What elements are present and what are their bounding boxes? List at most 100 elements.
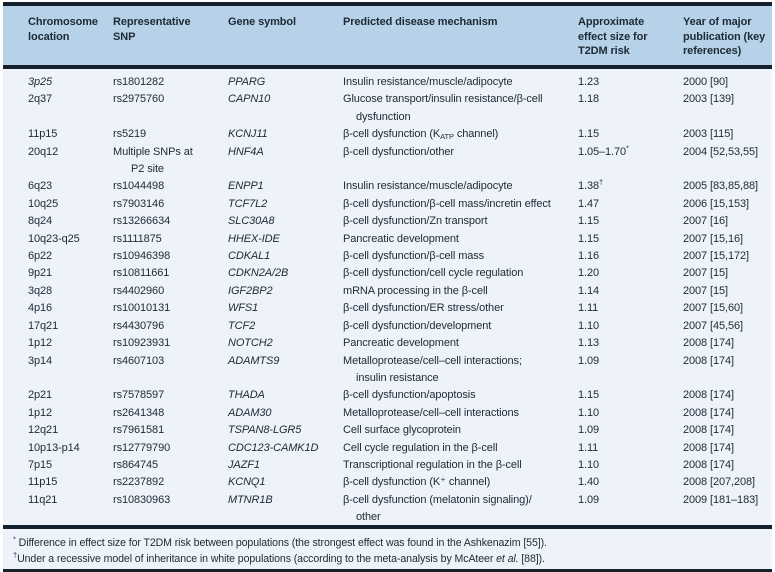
- gene-symbol-cell: JAZF1: [228, 458, 260, 471]
- chromosome-location-cell: 4p16: [28, 302, 53, 315]
- table-header-row: Chromosome location Representative SNP G…: [3, 6, 772, 65]
- table-row: 7p15 rs864745 JAZF1 Transcriptional regulat…: [3, 457, 772, 474]
- chromosome-location-cell: 1p12: [28, 337, 53, 350]
- mechanism-cell: β-cell dysfunction/β-cell mass: [343, 250, 485, 263]
- effect-size-cell: 1.11: [578, 302, 599, 315]
- footnote-dagger: †Under a recessive model of inheritance …: [13, 550, 545, 565]
- chromosome-location-cell: 11p15: [28, 128, 58, 141]
- mechanism-cell: Metalloprotease/cell–cell interactions: [343, 406, 519, 419]
- effect-size-cell: 1.15: [578, 128, 600, 141]
- mechanism-cell: β-cell dysfunction (KATP channel): [343, 128, 499, 142]
- table-row: 2p21 rs7578597 THADA β-cell dysfunction/apo…: [3, 387, 772, 404]
- gene-symbol-cell: KCNQ1: [228, 476, 266, 489]
- table-row: 10q23-q25 rs1111875 HHEX-IDE Pancreatic dev…: [3, 231, 772, 248]
- mechanism-cell: Cell cycle regulation in the β-cell: [343, 441, 498, 454]
- mechanism-cell: β-cell dysfunction (K⁺ channel): [343, 476, 491, 489]
- table-row: 12q21 rs7961581 TSPAN8-LGR5 Cell surface gl…: [3, 422, 772, 439]
- snp-cell: rs7961581: [113, 424, 165, 437]
- effect-size-cell: 1.14: [578, 284, 600, 297]
- snp-cell: rs1111875: [113, 232, 162, 245]
- gene-symbol-cell: ADAMTS9: [228, 354, 280, 367]
- footnotes: * Difference in effect size for T2DM ris…: [3, 529, 772, 569]
- mechanism-cell: β-cell dysfunction/other: [343, 145, 454, 158]
- gene-symbol-cell: CDKN2A/2B: [228, 267, 289, 280]
- effect-size-cell: 1.20: [578, 267, 600, 280]
- year-cell: 2007 [15,172]: [683, 250, 749, 263]
- gene-symbol-cell: TSPAN8-LGR5: [228, 424, 302, 437]
- effect-size-cell: 1.05–1.70*: [578, 142, 629, 158]
- mechanism-cell: Insulin resistance/muscle/adipocyte: [343, 180, 513, 193]
- effect-size-cell: 1.16: [578, 250, 600, 263]
- effect-size-cell: 1.15: [578, 389, 600, 402]
- table-row: 10q25 rs7903146 TCF7L2 β-cell dysfunction/β…: [3, 196, 772, 213]
- table-row: 11q21 rs10830963 MTNR1B β-cell dysfunction …: [3, 492, 772, 525]
- table-row: 9p21 rs10811661 CDKN2A/2B β-cell dysfunctio…: [3, 265, 772, 282]
- year-cell: 2008 [174]: [683, 441, 734, 454]
- year-cell: 2000 [90]: [683, 76, 728, 88]
- column-header-representative-snp: Representative SNP: [113, 16, 191, 43]
- gene-symbol-cell: TCF7L2: [228, 197, 268, 210]
- table-row: 4p16 rs10010131 WFS1 β-cell dysfunction/ER …: [3, 300, 772, 317]
- gene-symbol-cell: CAPN10: [228, 93, 271, 106]
- table-row: 1p12 rs10923931 NOTCH2 Pancreatic developme…: [3, 335, 772, 352]
- gene-symbol-cell: CDC123-CAMK1D: [228, 441, 319, 454]
- snp-cell: rs2641348: [113, 406, 165, 419]
- year-cell: 2004 [52,53,55]: [683, 145, 758, 158]
- effect-size-cell: 1.11: [578, 441, 599, 454]
- snp-cell: rs10830963: [113, 493, 171, 506]
- year-cell: 2007 [16]: [683, 215, 728, 228]
- column-header-disease-mechanism: Predicted disease mechanism: [343, 16, 498, 28]
- footnote-asterisk: * Difference in effect size for T2DM ris…: [13, 534, 547, 549]
- chromosome-location-cell: 3p25: [28, 76, 53, 88]
- year-cell: 2008 [174]: [683, 354, 734, 367]
- snp-cell: rs2975760: [113, 93, 165, 106]
- gene-symbol-cell: ADAM30: [228, 406, 272, 419]
- year-cell: 2005 [83,85,88]: [683, 180, 758, 193]
- snp-cell: rs4607103: [113, 354, 165, 367]
- mechanism-cell: Pancreatic development: [343, 232, 459, 245]
- chromosome-location-cell: 6p22: [28, 250, 53, 263]
- snp-cell: rs13266634: [113, 215, 171, 228]
- mechanism-cell: Metalloprotease/cell–cell interactions; i…: [343, 354, 522, 384]
- effect-size-cell: 1.09: [578, 424, 600, 437]
- snp-cell: rs10010131: [113, 302, 171, 315]
- table-row: 3p25 rs1801282 PPARG Insulin resistance/mus…: [3, 74, 772, 91]
- column-header-effect-size: Approximate effect size for T2DM risk: [578, 16, 648, 57]
- chromosome-location-cell: 6q23: [28, 180, 53, 193]
- table-row: 3p14 rs4607103 ADAMTS9 Metalloprotease/cell…: [3, 353, 772, 388]
- table-row: 10p13-p14 rs12779790 CDC123-CAMK1D Cell cyc…: [3, 440, 772, 457]
- snp-cell: rs864745: [113, 458, 159, 471]
- year-cell: 2007 [15,60]: [683, 302, 743, 315]
- chromosome-location-cell: 3p14: [28, 354, 53, 367]
- snp-cell: rs10923931: [113, 337, 171, 350]
- year-cell: 2007 [15,16]: [683, 232, 743, 245]
- snp-cell: rs1044498: [113, 180, 165, 193]
- mechanism-cell: β-cell dysfunction/Zn transport: [343, 215, 488, 228]
- table-row: 11p15 rs5219 KCNJ11 β-cell dysfunction (KAT…: [3, 126, 772, 143]
- gene-symbol-cell: HNF4A: [228, 145, 264, 158]
- snp-cell: rs7903146: [113, 197, 165, 210]
- year-cell: 2008 [174]: [683, 424, 734, 437]
- effect-size-cell: 1.40: [578, 476, 600, 489]
- mechanism-cell: Glucose transport/insulin resistance/β-c…: [343, 93, 543, 123]
- snp-cell: rs10811661: [113, 267, 170, 280]
- gene-symbol-cell: CDKAL1: [228, 250, 271, 263]
- mechanism-cell: β-cell dysfunction/apoptosis: [343, 389, 476, 402]
- gene-symbol-cell: TCF2: [228, 319, 256, 332]
- table-row: 2q37 rs2975760 CAPN10 Glucose transport/ins…: [3, 91, 772, 126]
- chromosome-location-cell: 17q21: [28, 319, 59, 332]
- mechanism-cell: β-cell dysfunction/cell cycle regulation: [343, 267, 524, 280]
- snp-cell: rs7578597: [113, 389, 165, 402]
- snp-cell: Multiple SNPs at P2 site: [113, 145, 193, 176]
- genetics-table-sheet: Chromosome location Representative SNP G…: [3, 2, 772, 572]
- mechanism-cell: mRNA processing in the β-cell: [343, 284, 488, 297]
- snp-cell: rs4430796: [113, 319, 165, 332]
- mechanism-cell: Insulin resistance/muscle/adipocyte: [343, 76, 513, 88]
- snp-cell: rs1801282: [113, 76, 165, 88]
- table-row: 6p22 rs10946398 CDKAL1 β-cell dysfunction/β…: [3, 248, 772, 265]
- chromosome-location-cell: 9p21: [28, 267, 53, 280]
- gene-symbol-cell: ENPP1: [228, 180, 264, 193]
- chromosome-location-cell: 12q21: [28, 424, 59, 437]
- footnote-separator-rule: [3, 525, 772, 529]
- chromosome-location-cell: 20q12: [28, 145, 59, 158]
